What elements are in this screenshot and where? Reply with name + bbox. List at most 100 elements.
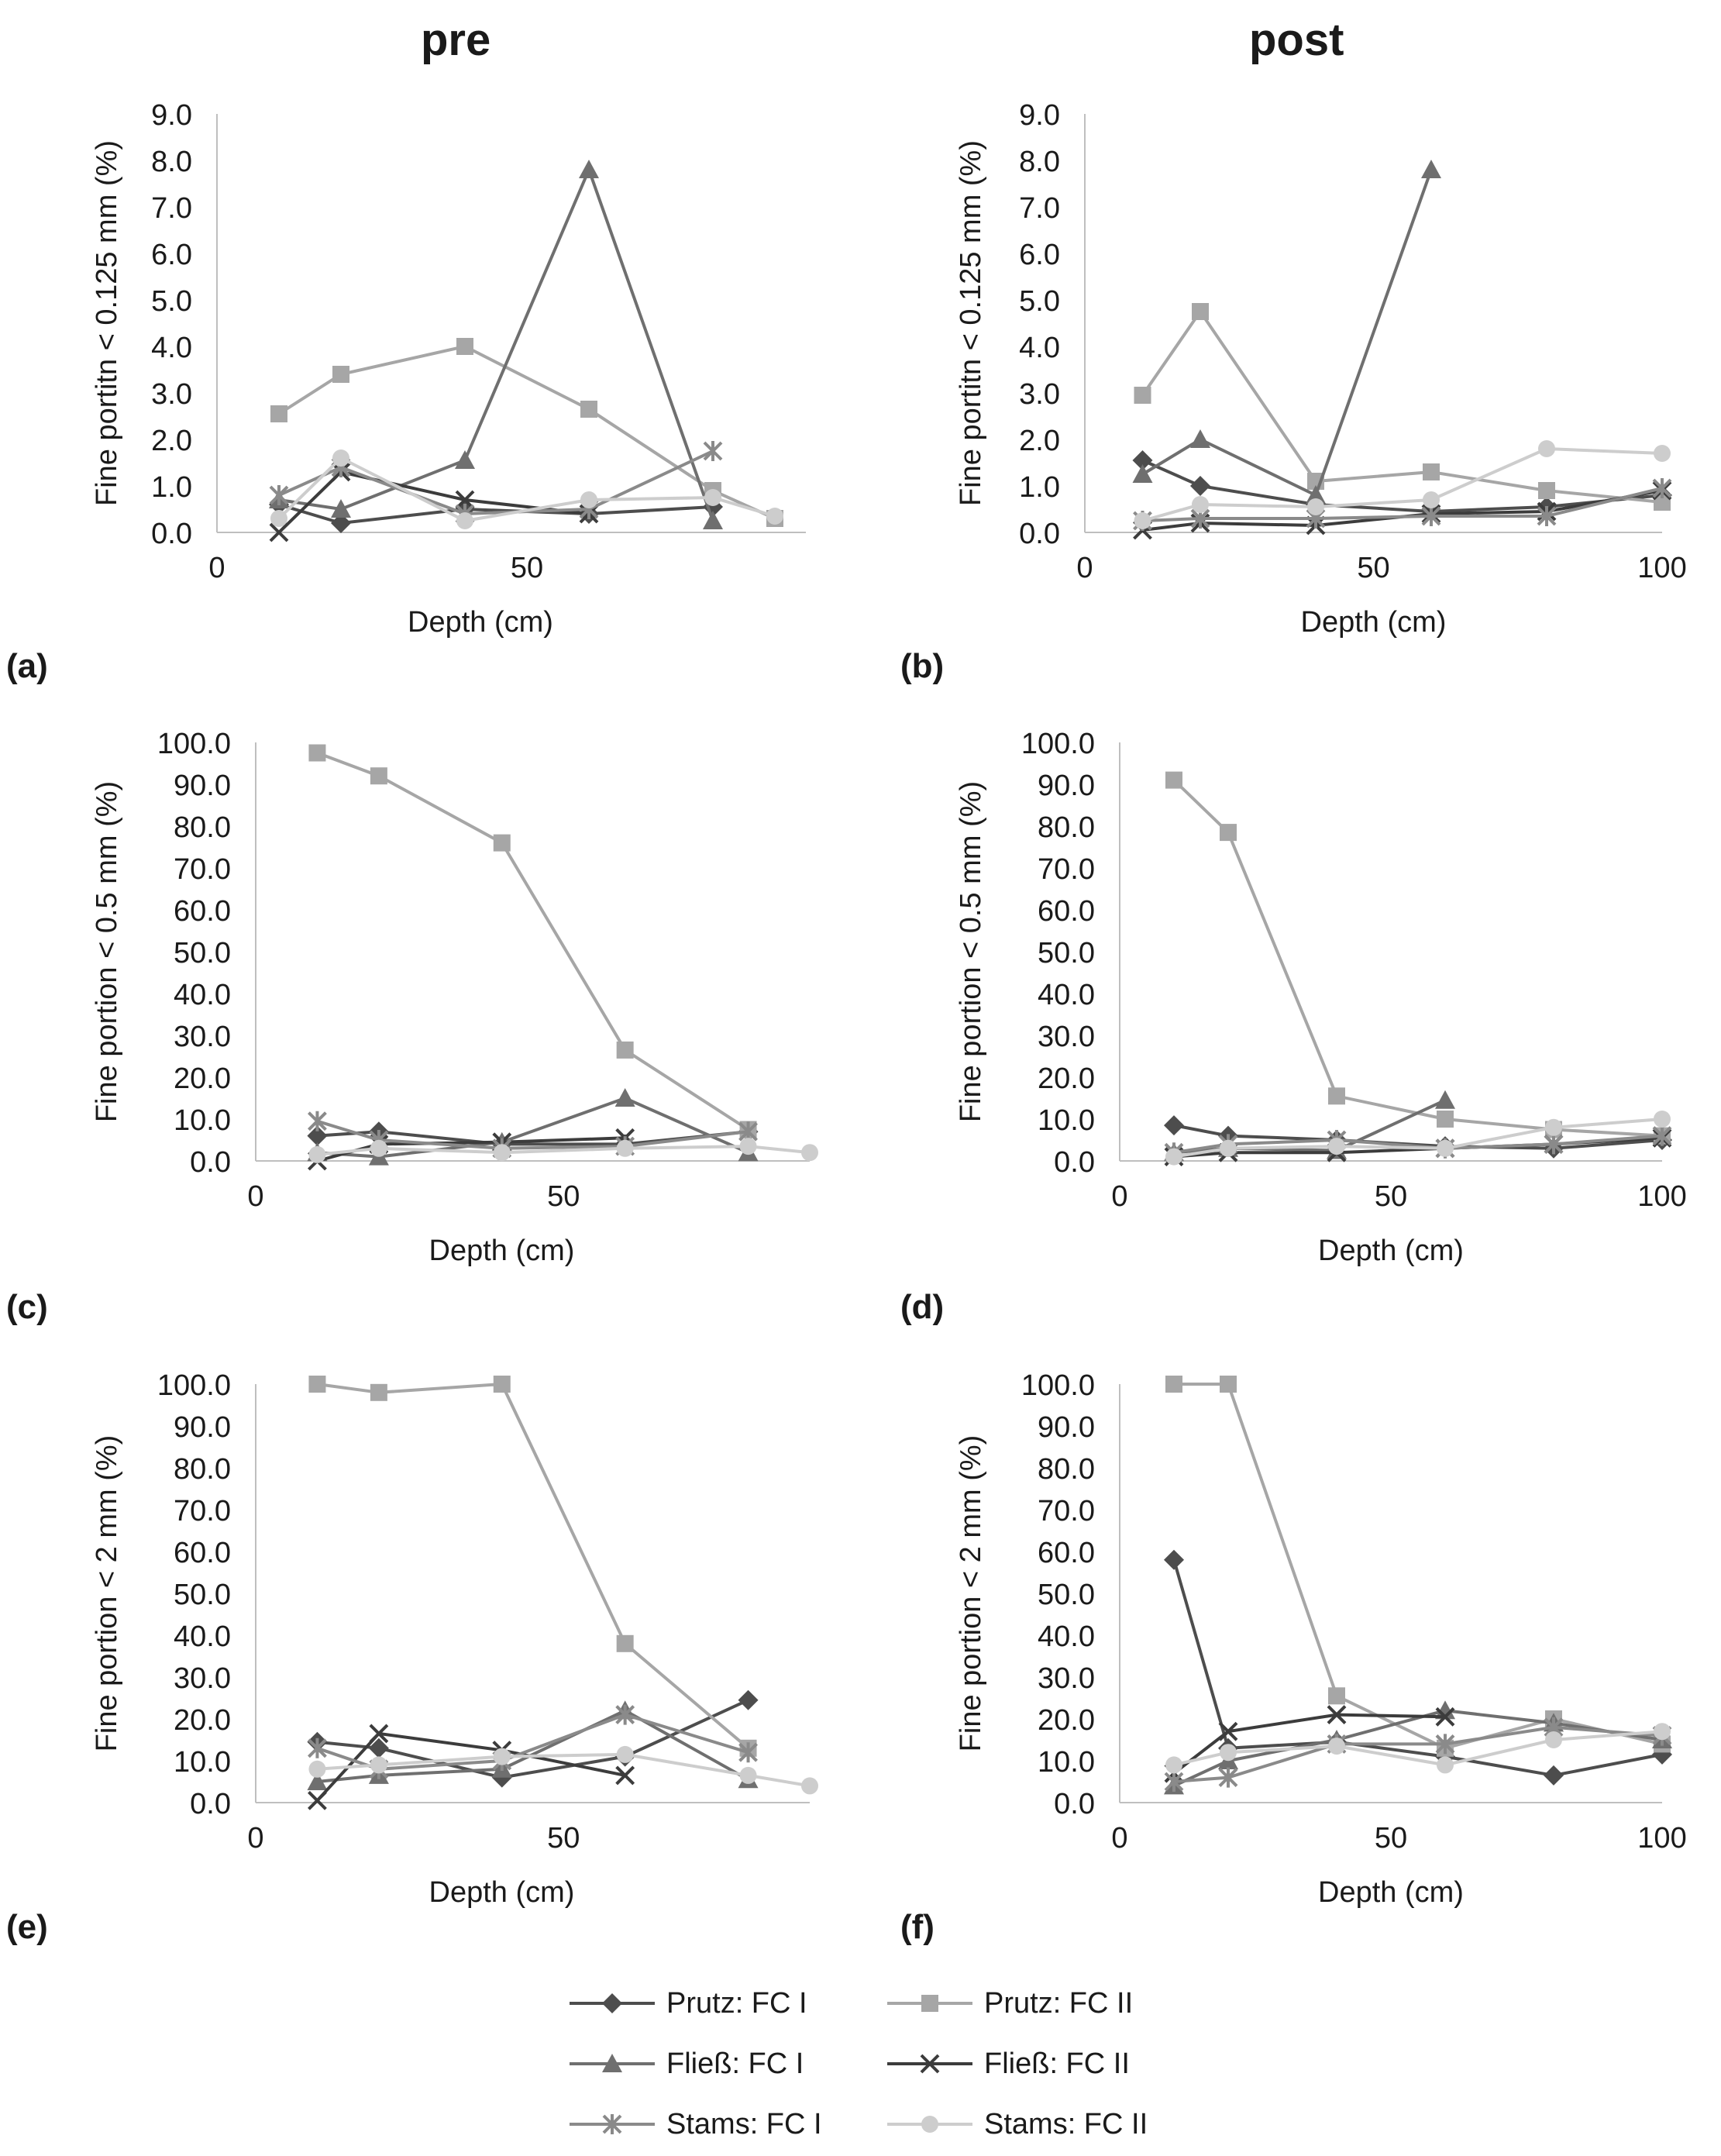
data-point [1327,1705,1347,1725]
y-tick-label: 9.0 [151,99,192,132]
series-1 [1165,1376,1671,1757]
data-point [1306,485,1326,504]
series-line [1174,1383,1663,1750]
data-point [1435,1700,1455,1720]
y-tick-label: 80.0 [174,1453,231,1486]
y-tick-label: 60.0 [1038,1537,1095,1569]
series-line [1173,1709,1663,1788]
y-axis-label: Fine portion < 0.5 mm (%) [955,781,987,1122]
y-tick-label: 6.0 [151,239,192,271]
series-line [317,1752,811,1788]
x-tick-label: 50 [547,1180,580,1213]
series-line [1173,1118,1663,1159]
y-axis-label: Fine portitn < 0.125 mm (%) [91,140,123,506]
y-tick-label: 70.0 [1038,853,1095,886]
x-tick-label: 0 [1111,1180,1127,1213]
data-point [580,491,597,508]
chart-panel-a: 0.0 1.0 2.0 3.0 4.0 5.0 6.0 7.0 8.0 9.0 0 50 Depth (… [91,99,806,639]
data-point [1165,1756,1182,1774]
y-tick-label: 4.0 [1019,332,1060,364]
series-0 [1132,450,1672,522]
data-point [1220,1376,1237,1393]
x-tick-label: 0 [247,1180,263,1213]
data-point [1654,494,1671,511]
y-tick-label: 60.0 [1038,895,1095,928]
data-point [738,1689,759,1710]
legend-label-prutz-fc2: Prutz: FC II [984,1986,1134,2020]
data-point [616,1634,634,1652]
data-point [739,1766,757,1784]
series-line [316,751,749,1131]
data-point [1545,1118,1562,1136]
series-1 [1134,303,1671,511]
data-point [615,1765,635,1786]
legend-marker [921,2116,938,2133]
data-point [1220,1139,1237,1157]
data-point [616,1041,634,1059]
data-point [1423,491,1440,508]
y-tick-label: 0.0 [1019,518,1060,550]
x-axis-label: Depth (cm) [1318,1235,1464,1267]
y-tick-label: 2.0 [151,425,192,457]
legend-marker [602,2114,622,2134]
y-tick-label: 2.0 [1019,425,1060,457]
legend-swatch-fliess-fc1 [570,2054,655,2072]
legend-swatch-prutz-fc2 [887,1995,972,2012]
legend-swatch-prutz-fc1 [570,1993,655,2013]
y-tick-label: 20.0 [1038,1704,1095,1737]
data-point [269,485,289,505]
data-point [1652,1125,1672,1146]
y-tick-label: 1.0 [151,471,192,504]
data-point [308,1376,326,1393]
data-point [370,1139,387,1157]
data-point [1190,429,1210,448]
chart-panel-f: 0.0 10.0 20.0 30.0 40.0 50.0 60.0 70.0 80.0 90.0 1… [955,1369,1687,1909]
data-point [307,1772,328,1790]
data-point [1421,506,1441,526]
y-axis-label: Fine portion < 2 mm (%) [955,1435,987,1752]
legend-item-stams-fc2: Stams: FC II [883,2101,1148,2147]
data-point [308,1738,327,1758]
y-tick-label: 90.0 [174,1411,231,1444]
data-point [493,1144,511,1162]
y-tick-label: 0.0 [1054,1146,1095,1179]
data-point [308,1790,327,1810]
y-tick-label: 1.0 [1019,471,1060,504]
series-5 [1134,440,1671,529]
data-point [331,513,351,533]
legend-marker [602,2054,622,2072]
data-point [332,449,349,467]
y-tick-label: 100.0 [1021,728,1095,760]
data-point [308,1760,326,1778]
series-line [1173,1725,1663,1783]
data-point [738,1742,758,1763]
series-line [277,470,590,534]
data-point [1192,303,1209,320]
data-point [1437,1756,1454,1774]
y-tick-label: 30.0 [1038,1662,1095,1695]
x-tick-label: 0 [1111,1822,1127,1855]
data-point [1437,1111,1454,1128]
data-point [704,489,721,506]
series-5 [308,1745,818,1795]
data-point [801,1777,818,1795]
y-tick-label: 100.0 [157,1369,231,1402]
data-point [1220,1744,1237,1762]
y-tick-label: 40.0 [1038,1620,1095,1653]
data-point [1328,1138,1345,1155]
series-line [277,344,776,520]
series-5 [1165,1723,1671,1774]
data-point [1165,771,1182,789]
series-1 [308,744,757,1138]
y-tick-label: 9.0 [1019,99,1060,132]
data-point [703,441,723,461]
data-point [368,1738,389,1758]
y-tick-label: 70.0 [174,1495,231,1527]
y-tick-label: 90.0 [1038,770,1095,802]
y-tick-label: 50.0 [1038,937,1095,970]
legend-swatch-stams-fc2 [887,2116,972,2133]
data-point [331,499,351,518]
data-point [739,1138,757,1155]
chart-panel-b: 0.0 1.0 2.0 3.0 4.0 5.0 6.0 7.0 8.0 9.0 0 50 100 Dept… [955,99,1687,639]
y-tick-label: 80.0 [1038,1453,1095,1486]
